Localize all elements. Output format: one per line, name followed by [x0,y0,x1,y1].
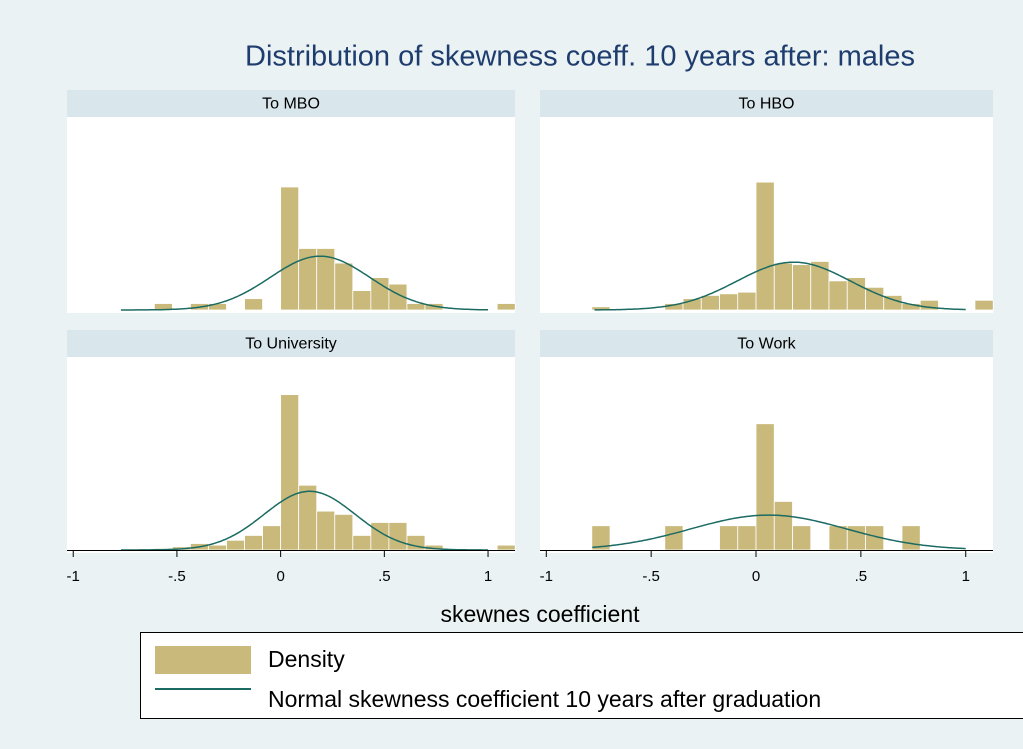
bar [244,535,263,551]
bar [719,525,739,551]
bar [773,262,793,311]
x-tick-label: 0 [752,568,760,585]
legend-swatch [155,646,251,674]
panel-title: To HBO [738,96,794,113]
normal-curve [594,261,966,311]
bar [974,299,994,311]
bar [792,525,812,551]
bar [370,277,390,311]
bar [262,525,282,551]
bar [406,303,426,311]
bar [865,286,885,311]
bar [828,525,848,551]
bar [280,186,300,311]
legend-box [140,632,1023,719]
bar [298,484,318,551]
x-axis-label: skewnes coefficient [440,601,640,627]
bar [226,539,245,551]
x-tick-label: .5 [378,568,391,585]
x-tick-label: .5 [855,568,868,585]
bar [316,510,336,551]
chart-title: Distribution of skewness coeff. 10 years… [245,41,915,73]
x-tick-label: -1 [540,568,553,585]
strip [540,90,993,117]
normal-curve [120,255,488,311]
strip [67,90,515,117]
bar [719,293,739,311]
normal-curve [592,514,966,550]
bar [664,525,684,551]
bar [773,501,793,551]
panel-title: To MBO [262,96,320,113]
bar [737,525,757,551]
legend-label: Normal skewness coefficient 10 years aft… [268,686,821,712]
panel-title: To Work [737,336,796,353]
bar [388,283,408,311]
bar [737,291,757,311]
bar [496,544,516,551]
strip [540,330,993,357]
legend-label: Density [268,646,345,672]
x-tick-label: -.5 [642,568,660,585]
x-tick-label: -.5 [168,568,186,585]
x-tick-label: 0 [276,568,284,585]
bar [352,535,372,551]
bar [755,423,775,551]
bar [700,295,720,311]
normal-curve [120,490,488,551]
bar [846,277,866,311]
bar [792,264,812,311]
x-tick-label: -1 [67,568,80,585]
x-tick-label: 1 [962,568,970,585]
bar [388,522,408,551]
bar [334,262,354,311]
bar [901,525,921,551]
bar [280,394,300,551]
bar [828,280,848,311]
bar [919,299,939,311]
strip [67,330,515,357]
x-tick-label: 1 [484,568,492,585]
bar [352,290,372,311]
panel-title: To University [245,336,337,353]
bar [208,544,227,551]
bar [755,181,775,311]
bar [496,303,516,311]
bar [334,513,354,551]
bar [244,298,263,311]
